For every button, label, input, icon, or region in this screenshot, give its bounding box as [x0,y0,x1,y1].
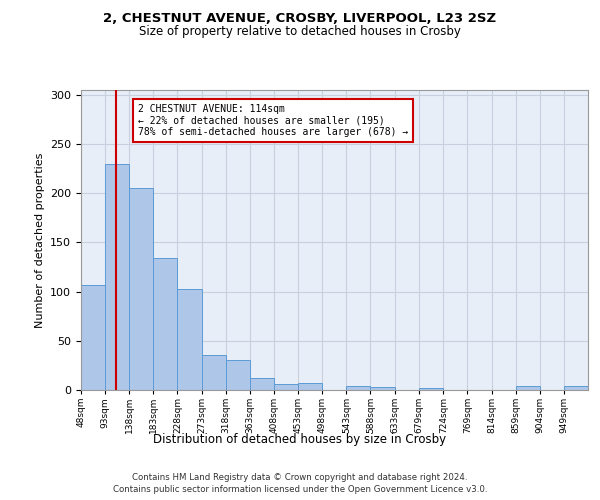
Bar [129,188,154,390]
Text: Contains public sector information licensed under the Open Government Licence v3: Contains public sector information licen… [113,485,487,494]
Bar [564,386,588,390]
Text: Contains HM Land Registry data © Crown copyright and database right 2024.: Contains HM Land Registry data © Crown c… [132,472,468,482]
Bar [370,387,395,390]
Text: Distribution of detached houses by size in Crosby: Distribution of detached houses by size … [154,432,446,446]
Bar [154,258,178,390]
Text: 2 CHESTNUT AVENUE: 114sqm
← 22% of detached houses are smaller (195)
78% of semi: 2 CHESTNUT AVENUE: 114sqm ← 22% of detac… [139,104,409,137]
Bar [105,164,129,390]
Bar [346,386,370,390]
Text: Size of property relative to detached houses in Crosby: Size of property relative to detached ho… [139,25,461,38]
Bar [274,384,298,390]
Bar [178,288,202,390]
Bar [515,386,540,390]
Bar [81,285,105,390]
Y-axis label: Number of detached properties: Number of detached properties [35,152,44,328]
Bar [226,360,250,390]
Bar [202,354,226,390]
Bar [419,388,443,390]
Bar [250,378,274,390]
Text: 2, CHESTNUT AVENUE, CROSBY, LIVERPOOL, L23 2SZ: 2, CHESTNUT AVENUE, CROSBY, LIVERPOOL, L… [103,12,497,26]
Bar [298,383,322,390]
